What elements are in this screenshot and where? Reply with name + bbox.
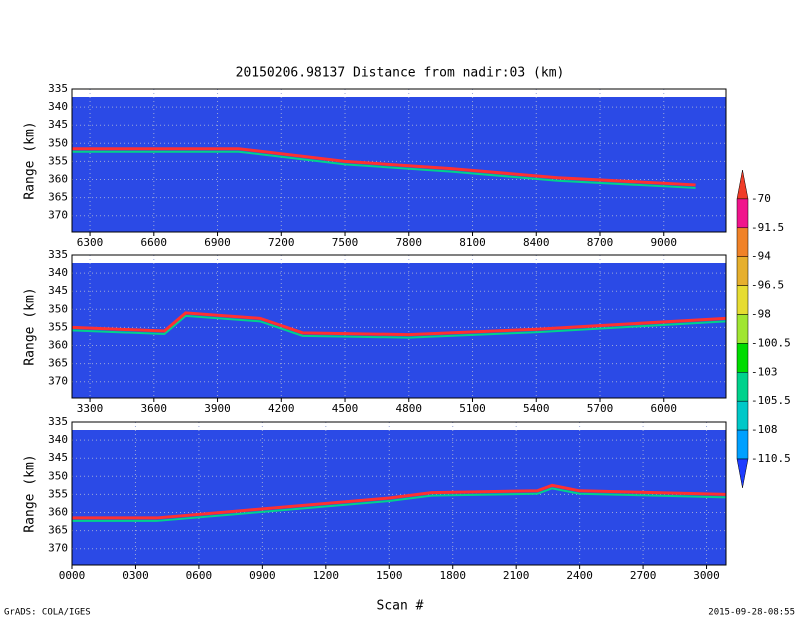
y-tick-label: 360 bbox=[48, 173, 68, 186]
x-tick-label: 0600 bbox=[186, 569, 213, 582]
colorbar-label: -70 bbox=[751, 192, 771, 205]
x-tick-label: 7500 bbox=[332, 236, 359, 249]
x-tick-label: 8400 bbox=[523, 236, 550, 249]
y-tick-label: 360 bbox=[48, 339, 68, 352]
y-tick-label: 340 bbox=[48, 100, 68, 113]
surface-echo-shadow bbox=[72, 487, 727, 522]
y-tick-label: 350 bbox=[48, 469, 68, 482]
y-tick-label: 340 bbox=[48, 433, 68, 446]
colorbar-segment bbox=[736, 314, 749, 344]
plot-frame bbox=[71, 421, 727, 566]
x-tick-label: 2700 bbox=[630, 569, 657, 582]
colorbar-label: -103 bbox=[751, 365, 778, 378]
x-tick-label: 5100 bbox=[459, 402, 486, 415]
y-tick-label: 370 bbox=[48, 209, 68, 222]
x-tick-label: 8700 bbox=[587, 236, 614, 249]
y-tick-label: 365 bbox=[48, 524, 68, 537]
y-tick-label: 355 bbox=[48, 320, 68, 333]
y-tick-label: 355 bbox=[48, 487, 68, 500]
x-tick-label: 3600 bbox=[141, 402, 168, 415]
x-tick-label: 1200 bbox=[313, 569, 340, 582]
y-axis-label: Range (km) bbox=[23, 121, 38, 199]
x-tick-label: 4800 bbox=[396, 402, 423, 415]
y-tick-label: 335 bbox=[48, 415, 68, 428]
x-tick-label: 5700 bbox=[587, 402, 614, 415]
y-tick-label: 370 bbox=[48, 375, 68, 388]
y-tick-label: 335 bbox=[48, 248, 68, 261]
colorbar-label: -94 bbox=[751, 250, 771, 263]
y-axis-label: Range (km) bbox=[23, 287, 38, 365]
x-tick-label: 2400 bbox=[566, 569, 593, 582]
colorbar-label: -96.5 bbox=[751, 279, 784, 292]
colorbar-label: -108 bbox=[751, 423, 778, 436]
x-tick-label: 5400 bbox=[523, 402, 550, 415]
colorbar-segment bbox=[736, 458, 749, 488]
footer-left: GrADS: COLA/IGES bbox=[4, 608, 91, 618]
x-tick-label: 8100 bbox=[459, 236, 486, 249]
x-tick-label: 6000 bbox=[650, 402, 677, 415]
x-axis-label: Scan # bbox=[377, 599, 424, 614]
surface-echo bbox=[71, 311, 727, 337]
y-tick-label: 355 bbox=[48, 154, 68, 167]
surface-echo bbox=[72, 483, 727, 520]
y-tick-label: 350 bbox=[48, 136, 68, 149]
plot-background bbox=[72, 263, 726, 398]
colorbar-segment bbox=[736, 372, 749, 402]
x-tick-label: 1800 bbox=[439, 569, 466, 582]
colorbar-segment bbox=[736, 429, 749, 460]
surface-echo bbox=[72, 147, 696, 187]
title: 20150206.98137 Distance from nadir:03 (k… bbox=[236, 66, 565, 81]
y-tick-label: 345 bbox=[48, 284, 68, 297]
colorbar-label: -91.5 bbox=[751, 221, 784, 234]
y-tick-label: 340 bbox=[48, 266, 68, 279]
footer-right: 2015-09-28-08:55 bbox=[708, 608, 795, 618]
colorbar-segment bbox=[736, 400, 749, 431]
colorbar-segment bbox=[736, 198, 749, 229]
y-axis-label: Range (km) bbox=[23, 454, 38, 532]
x-tick-label: 7200 bbox=[268, 236, 295, 249]
x-tick-label: 2100 bbox=[503, 569, 530, 582]
colorbar-label: -100.5 bbox=[751, 336, 791, 349]
x-tick-label: 9000 bbox=[650, 236, 677, 249]
x-tick-label: 6300 bbox=[77, 236, 104, 249]
x-tick-label: 3000 bbox=[693, 569, 720, 582]
y-tick-label: 335 bbox=[48, 82, 68, 95]
x-tick-label: 0000 bbox=[59, 569, 86, 582]
colorbar-label: -110.5 bbox=[751, 452, 791, 465]
x-tick-label: 4200 bbox=[268, 402, 295, 415]
x-tick-label: 0900 bbox=[249, 569, 276, 582]
x-tick-label: 3900 bbox=[204, 402, 231, 415]
x-tick-label: 6900 bbox=[204, 236, 231, 249]
y-tick-label: 370 bbox=[48, 542, 68, 555]
plot-frame bbox=[71, 88, 727, 233]
colorbar-label: -98 bbox=[751, 308, 771, 321]
y-tick-label: 345 bbox=[48, 118, 68, 131]
y-tick-label: 345 bbox=[48, 451, 68, 464]
x-tick-label: 0300 bbox=[122, 569, 149, 582]
colorbar-segment bbox=[736, 169, 749, 200]
x-tick-label: 4500 bbox=[332, 402, 359, 415]
colorbar-label: -105.5 bbox=[751, 394, 791, 407]
x-tick-label: 7800 bbox=[396, 236, 423, 249]
surface-echo-shadow bbox=[71, 314, 727, 339]
plot-frame bbox=[71, 254, 727, 399]
y-tick-label: 350 bbox=[48, 302, 68, 315]
colorbar-segment bbox=[736, 256, 749, 286]
colorbar-segment bbox=[736, 343, 749, 373]
y-tick-label: 365 bbox=[48, 357, 68, 370]
x-tick-label: 3300 bbox=[77, 402, 104, 415]
y-tick-label: 360 bbox=[48, 506, 68, 519]
y-tick-label: 365 bbox=[48, 191, 68, 204]
colorbar-segment bbox=[736, 285, 749, 315]
colorbar-segment bbox=[736, 227, 749, 257]
x-tick-label: 1500 bbox=[376, 569, 403, 582]
surface-echo-shadow bbox=[72, 150, 696, 189]
x-tick-label: 6600 bbox=[141, 236, 168, 249]
